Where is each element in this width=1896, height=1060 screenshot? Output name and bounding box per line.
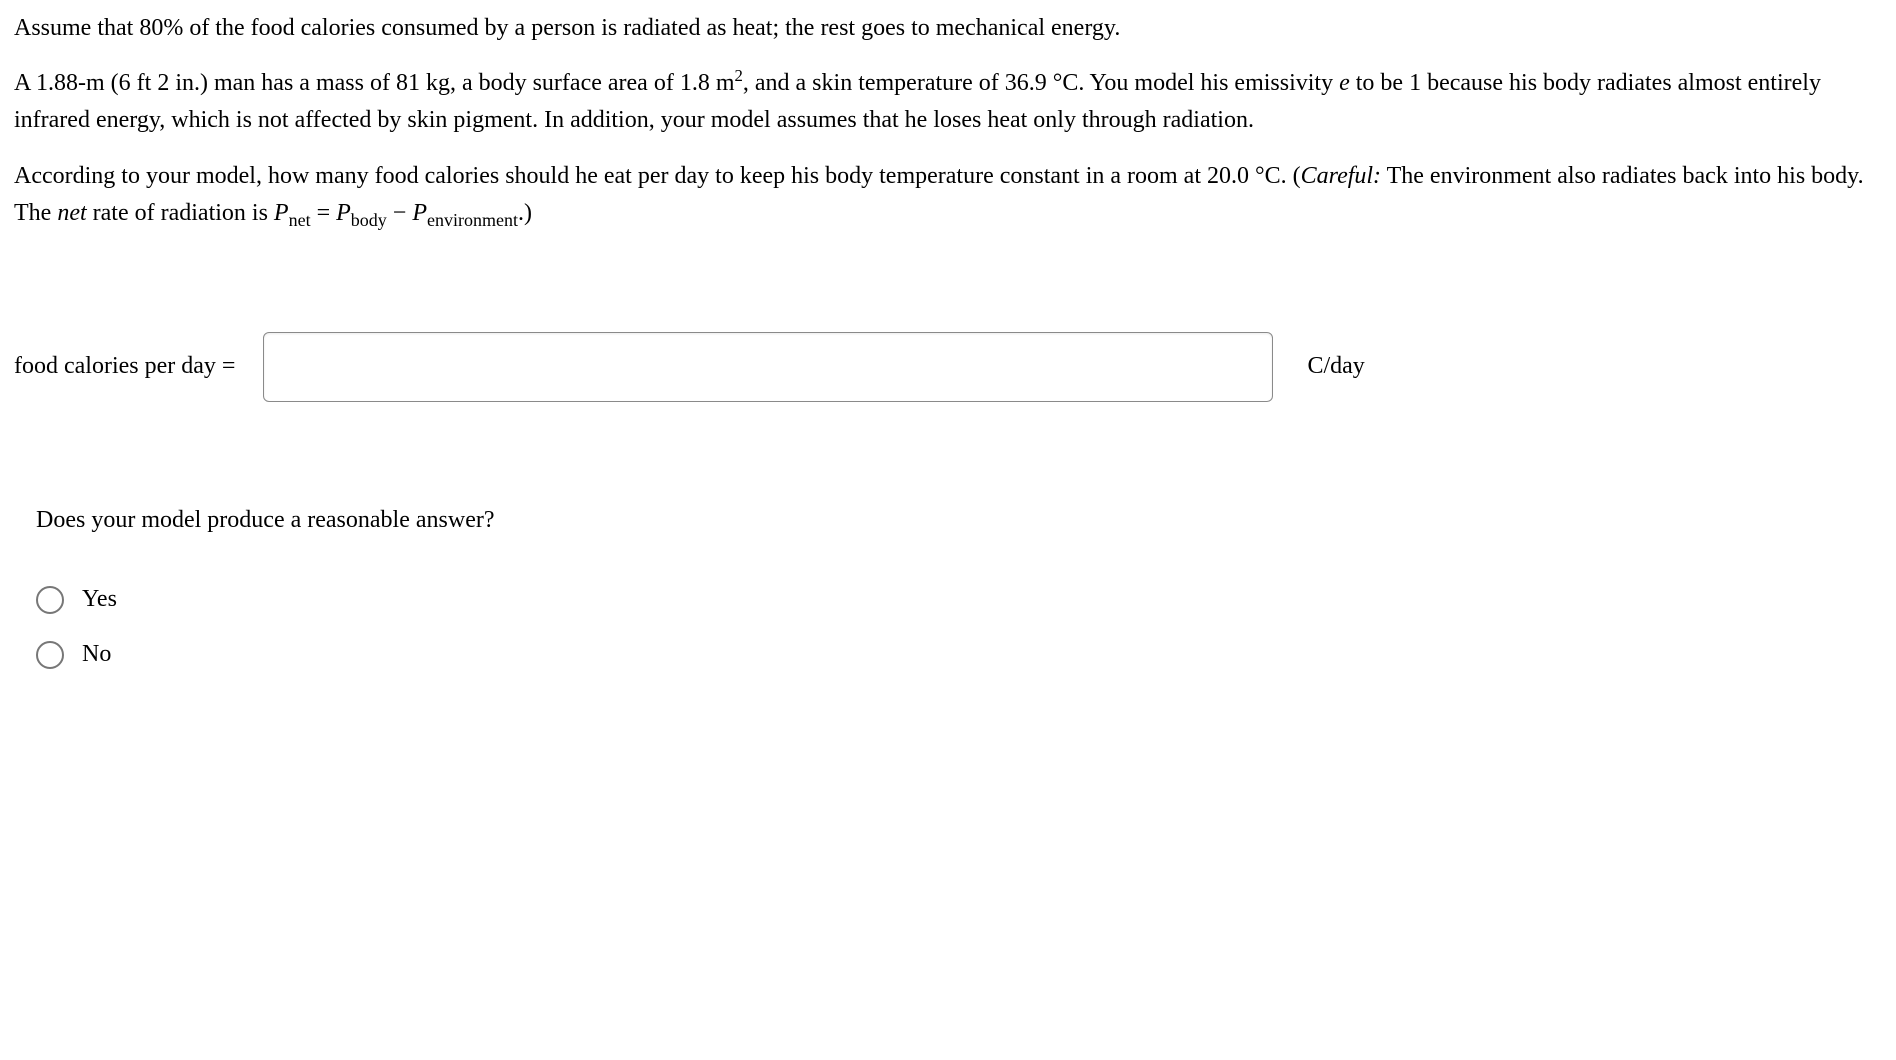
p-net-P: P [274,200,289,226]
text: rate of radiation is [87,200,274,226]
answer-label: food calories per day = [14,348,235,385]
problem-paragraph-2: A 1.88-m (6 ft 2 in.) man has a mass of … [14,65,1882,139]
net-emphasis: net [57,200,86,226]
p-body-P: P [336,200,351,226]
text: , and a skin temperature of 36.9 °C. You… [743,70,1339,96]
radio-group: Yes No [36,581,1882,673]
p-net-sub: net [289,210,311,230]
careful-label: Careful: [1301,163,1381,189]
radio-circle-icon [36,586,64,614]
radio-label-yes: Yes [82,581,117,618]
text: Assume that 80% of the food calories con… [14,15,1120,41]
radio-label-no: No [82,636,111,673]
answer-unit: C/day [1307,348,1364,385]
p-body-sub: body [351,210,387,230]
variable-e: e [1339,70,1350,96]
problem-paragraph-3: According to your model, how many food c… [14,158,1882,232]
p-env-P: P [412,200,427,226]
p-env-sub: environment [427,210,518,230]
equals: = [311,200,337,226]
food-calories-input[interactable] [263,332,1273,402]
problem-paragraph-1: Assume that 80% of the food calories con… [14,10,1882,47]
superscript-2: 2 [734,66,742,85]
radio-circle-icon [36,641,64,669]
text: A 1.88-m (6 ft 2 in.) man has a mass of … [14,70,734,96]
minus: − [387,200,413,226]
text: According to your model, how many food c… [14,163,1301,189]
reasonable-question: Does your model produce a reasonable ans… [36,502,1882,539]
text: .) [518,200,532,226]
radio-option-no[interactable]: No [36,636,1882,673]
answer-row: food calories per day = C/day [14,332,1882,402]
radio-option-yes[interactable]: Yes [36,581,1882,618]
